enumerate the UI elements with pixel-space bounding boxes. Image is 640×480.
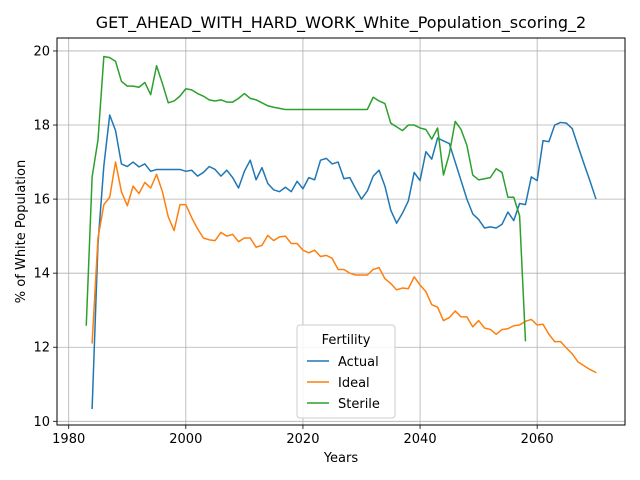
x-tick-label: 2040 [404, 432, 437, 447]
series-line-sterile [85, 55, 527, 342]
x-tick-label: 1980 [52, 432, 85, 447]
y-tick-label: 10 [33, 415, 50, 430]
y-tick-label: 14 [33, 267, 50, 282]
legend-label-ideal: Ideal [338, 376, 370, 391]
x-axis-label: Years [323, 451, 359, 466]
y-axis-label: % of White Population [14, 160, 29, 303]
y-tick-label: 20 [33, 44, 50, 59]
grid-lines [57, 38, 625, 425]
y-tick-label: 16 [33, 193, 50, 208]
y-tick-label: 18 [33, 119, 50, 134]
series-line-ideal [91, 161, 597, 374]
y-tick-label: 12 [33, 341, 50, 356]
chart-title: GET_AHEAD_WITH_HARD_WORK_White_Populatio… [96, 13, 586, 33]
legend: Fertility Actual Ideal Sterile [296, 324, 396, 419]
y-axis: 10 12 14 16 18 20 [33, 44, 57, 430]
legend-label-sterile: Sterile [338, 397, 380, 412]
x-axis: 1980 2000 2020 2040 2060 [52, 425, 554, 447]
x-tick-label: 2060 [521, 432, 554, 447]
series-line-actual [91, 114, 597, 410]
legend-box [296, 324, 396, 419]
legend-title: Fertility [322, 333, 371, 348]
plot-frame [56, 37, 626, 426]
legend-label-actual: Actual [338, 355, 379, 370]
x-tick-label: 2020 [286, 432, 319, 447]
plot-lines [85, 55, 597, 410]
x-tick-label: 2000 [169, 432, 202, 447]
